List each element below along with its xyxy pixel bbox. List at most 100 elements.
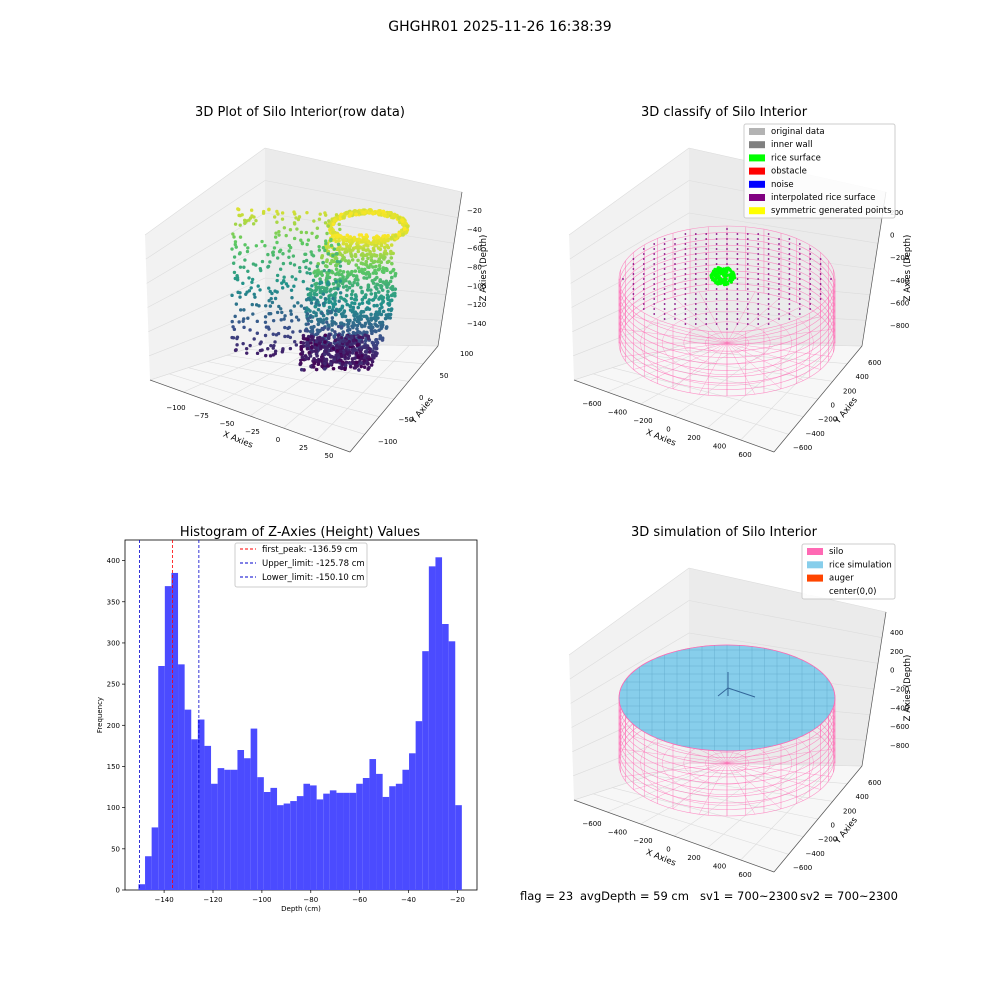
raw-point [364, 259, 369, 264]
raw-point [255, 319, 260, 324]
raw-point [348, 304, 353, 309]
raw-point [304, 258, 309, 263]
classify-y-tick: 200 [843, 387, 856, 395]
raw-point [315, 354, 319, 358]
raw-point [375, 287, 379, 291]
simulation-z-tick: −800 [890, 742, 909, 750]
raw-point [294, 216, 298, 220]
raw-point [389, 275, 394, 280]
simulation-silo-spoke [726, 736, 821, 764]
histogram-x-tick-label: −120 [203, 896, 222, 904]
raw-point [376, 290, 381, 294]
classify-surface-dot [767, 308, 770, 310]
classify-surface-dot [684, 248, 687, 250]
raw-point [293, 340, 297, 344]
grid-line [593, 793, 789, 855]
grid-line [631, 781, 819, 820]
classify-surface-dot [653, 308, 656, 310]
raw-point [297, 215, 302, 219]
classify-surface-dot [684, 273, 687, 275]
raw-point [323, 333, 328, 338]
classify-surface-dot [778, 253, 780, 255]
raw-point [230, 247, 234, 251]
raw-point [325, 273, 330, 278]
classify-x-tick: 0 [666, 426, 670, 434]
simulation-y-axis-label: Y Axies [832, 815, 860, 847]
histogram-x-tick-label: −20 [450, 896, 465, 904]
raw-point [359, 323, 364, 328]
raw-point [245, 249, 250, 254]
raw-point [357, 269, 362, 274]
classify-rice-point [711, 269, 716, 273]
raw-point [366, 288, 370, 292]
classify-surface-dot [778, 288, 780, 290]
raw-point [318, 317, 323, 322]
classify-legend-swatch [749, 141, 765, 149]
raw-point [343, 363, 348, 368]
raw-point [327, 219, 331, 223]
raw-point [338, 358, 342, 363]
raw-point [309, 344, 314, 349]
histogram-bar [164, 586, 172, 890]
raw-point [397, 216, 402, 221]
classify-surface-dot [788, 318, 791, 320]
raw-point [334, 280, 338, 284]
raw-point [323, 211, 327, 215]
classify-surface-dot [715, 248, 718, 250]
raw-point [304, 298, 309, 302]
raw-point [334, 256, 339, 261]
raw-z-tick: −40 [467, 226, 482, 234]
classify-surface-dot [726, 328, 728, 330]
raw-point [263, 333, 268, 338]
histogram-bar [290, 801, 297, 890]
raw-point [289, 288, 294, 292]
raw-point [367, 265, 371, 270]
raw-point [333, 309, 338, 313]
raw-point [360, 267, 364, 272]
classify-surface-dot [705, 243, 708, 245]
classify-surface-dot [705, 233, 708, 235]
simulation-silo-spoke [698, 762, 728, 815]
raw-point [370, 298, 375, 302]
raw-point [369, 312, 373, 317]
classify-surface-dot [788, 258, 791, 260]
raw-point [312, 292, 317, 297]
raw-point [321, 292, 326, 296]
raw-point [382, 213, 387, 218]
raw-point [315, 273, 320, 277]
raw-point [244, 219, 249, 223]
classify-surface-dot [715, 238, 718, 240]
classify-surface-dot [705, 238, 708, 240]
classify-surface-dot [653, 313, 656, 315]
raw-point [334, 321, 338, 326]
raw-point [282, 317, 286, 321]
classify-rice-point [728, 267, 732, 271]
raw-point [393, 233, 398, 238]
raw-point [323, 361, 327, 366]
classify-surface-dot [663, 248, 666, 250]
raw-point [336, 324, 341, 329]
raw-point [344, 278, 348, 283]
histogram-bar [237, 750, 245, 890]
classify-surface-dot [705, 308, 708, 310]
raw-point [298, 269, 302, 274]
classify-surface-dot [809, 298, 812, 300]
classify-surface-dot [736, 243, 739, 245]
classify-surface-dot [684, 233, 687, 235]
classify-surface-dot [798, 308, 801, 310]
raw-point [306, 337, 310, 342]
raw-x-tick: −25 [245, 428, 260, 436]
raw-point [372, 248, 376, 253]
raw-point [366, 285, 371, 289]
raw-point [361, 247, 366, 252]
raw-point [321, 301, 326, 306]
raw-point [386, 294, 391, 299]
classify-surface-dot [653, 293, 656, 295]
raw-point [345, 352, 349, 356]
raw-point [275, 220, 279, 224]
raw-point [344, 210, 349, 215]
classify-surface-dot [653, 243, 656, 245]
raw-point [370, 340, 375, 345]
raw-point [247, 276, 251, 280]
